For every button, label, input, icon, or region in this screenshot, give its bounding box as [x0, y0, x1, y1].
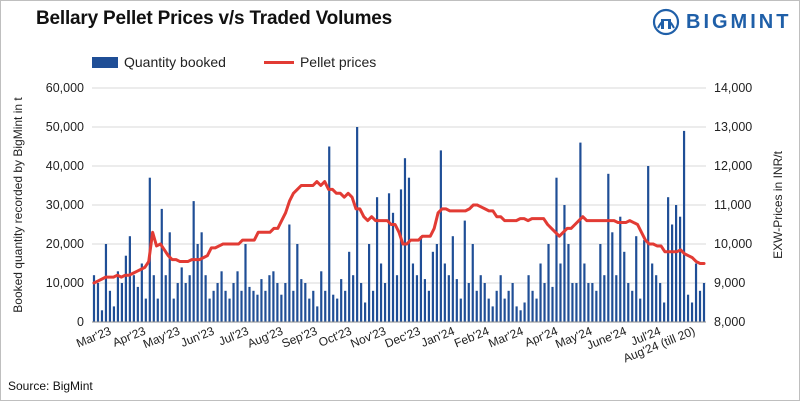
source-note: Source: BigMint	[8, 379, 93, 393]
chart-legend: Quantity booked Pellet prices	[92, 54, 414, 70]
legend-item-quantity: Quantity booked	[92, 54, 226, 70]
legend-swatch-line	[263, 60, 294, 64]
legend-swatch-bar	[92, 56, 118, 68]
bigmint-logo: BIGMINT	[652, 8, 791, 36]
chart-title: Bellary Pellet Prices v/s Traded Volumes	[36, 8, 392, 29]
legend-label-price: Pellet prices	[299, 54, 377, 70]
brand-name: BIGMINT	[686, 10, 792, 33]
legend-label-quantity: Quantity booked	[124, 54, 226, 70]
globe-icon	[652, 8, 680, 36]
legend-item-price: Pellet prices	[263, 54, 377, 70]
